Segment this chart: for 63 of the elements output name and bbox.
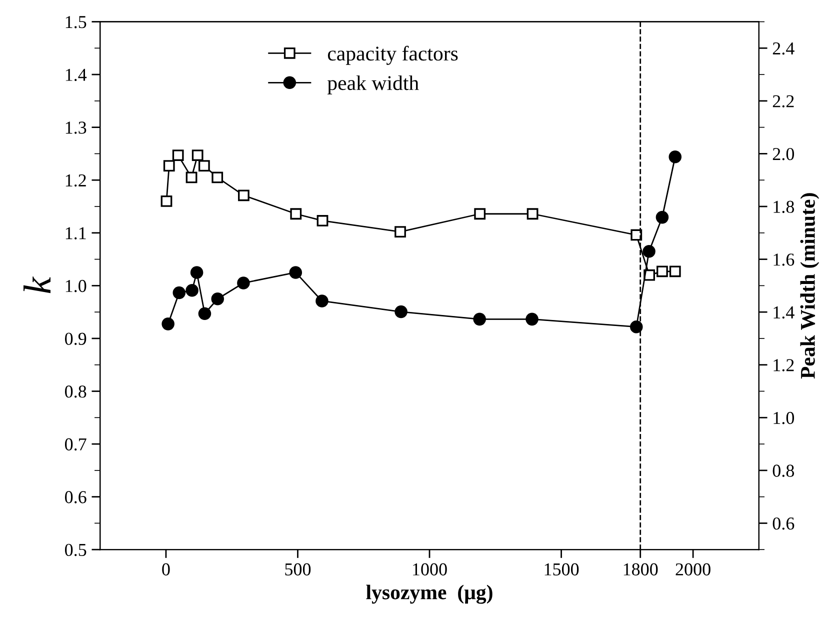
point: [198, 160, 210, 172]
point: [394, 226, 406, 238]
point: [238, 190, 250, 202]
y-tick-label: 0.8: [65, 385, 86, 398]
y-tick-label: 1.0: [66, 280, 86, 292]
y2-tick-label: 0.8: [772, 464, 794, 477]
x-tick-label: 1000: [413, 563, 447, 576]
point: [190, 266, 204, 279]
y-tick-label: 0.7: [65, 438, 86, 451]
point: [526, 208, 538, 220]
point: [163, 160, 175, 172]
y2-tick-label: 0.6: [772, 517, 794, 530]
legend-label: peak width: [327, 75, 419, 94]
y2-tick-label: 1.0: [774, 412, 794, 424]
y-tick-label: 0.5: [65, 544, 86, 556]
point: [162, 318, 174, 330]
point: [669, 266, 681, 278]
point: [186, 172, 198, 184]
x-tick-label: 1500: [544, 563, 579, 576]
point: [656, 266, 668, 278]
y-tick-label: 1.2: [66, 174, 86, 187]
point: [642, 244, 656, 258]
y2-tick-label: 1.8: [774, 200, 794, 214]
x-tick-label: 0: [162, 563, 170, 576]
y2-axis-title: Peak Width (minute): [800, 193, 820, 379]
y-tick-label: 1.4: [66, 68, 87, 82]
legend-label: capacity factors: [328, 46, 458, 65]
y2-tick-label: 2.0: [772, 148, 794, 160]
point: [316, 294, 328, 308]
y2-tick-label: 1.4: [774, 306, 794, 319]
y-tick-label: 0.9: [65, 332, 86, 345]
y-tick-label: 1.3: [66, 122, 86, 134]
point: [316, 215, 328, 226]
point: [526, 312, 538, 326]
point: [290, 208, 302, 220]
point: [668, 150, 682, 164]
point: [192, 150, 204, 161]
x-axis-title: lysozyme (μg): [366, 584, 492, 604]
point: [630, 320, 643, 334]
y-tick-label: 1.1: [66, 227, 86, 240]
x-tick-label: 2000: [676, 563, 710, 576]
point: [656, 210, 669, 224]
point: [198, 307, 212, 320]
point: [289, 266, 302, 279]
y2-tick-label: 2.4: [772, 42, 794, 55]
point: [212, 172, 224, 184]
point: [473, 312, 486, 326]
point: [211, 292, 224, 306]
y-tick-label: 1.5: [66, 16, 86, 28]
x-tick-label: 500: [285, 563, 311, 576]
y2-tick-label: 1.6: [774, 254, 794, 266]
y-tick-label: 0.6: [65, 491, 86, 504]
point: [394, 305, 408, 318]
point: [186, 284, 198, 297]
y2-tick-label: 1.2: [774, 359, 794, 372]
y2-tick-label: 2.2: [772, 95, 794, 108]
point: [237, 276, 250, 290]
point: [172, 150, 184, 161]
point: [172, 286, 186, 300]
y-axis-title: k: [23, 276, 50, 294]
point: [160, 196, 172, 207]
point: [474, 208, 486, 220]
x-tick-label: 1800: [624, 563, 658, 576]
